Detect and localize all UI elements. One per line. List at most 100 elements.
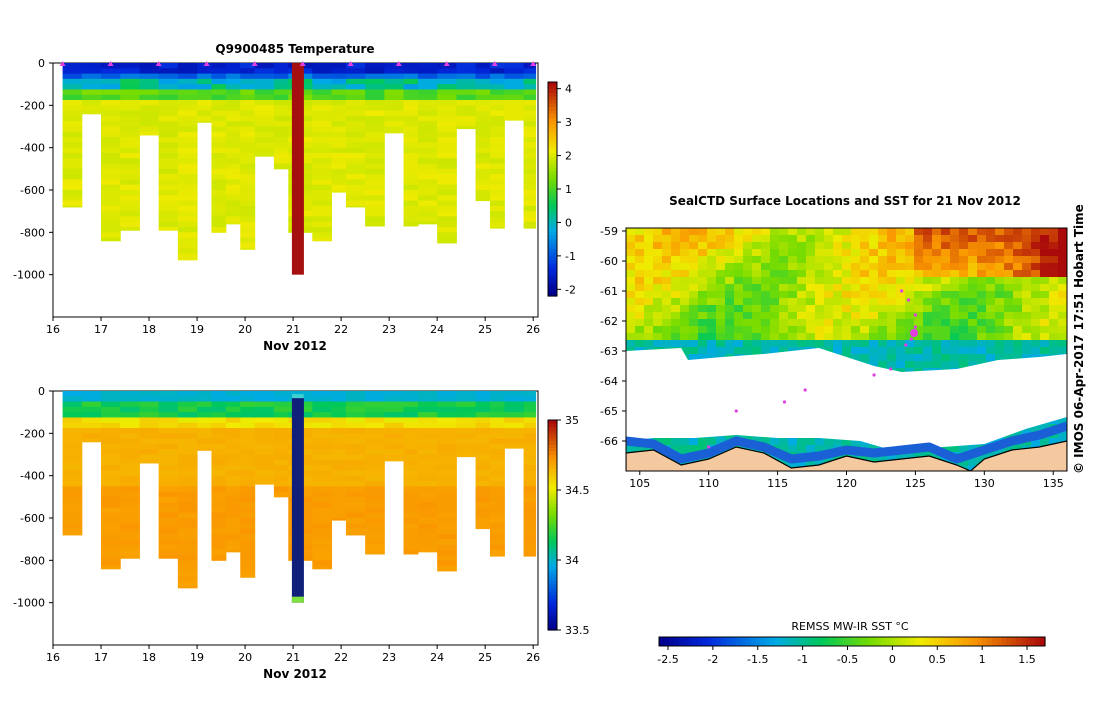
heatmap-cell — [240, 110, 256, 117]
heatmap-cell — [403, 417, 419, 424]
heatmap-cell — [240, 163, 256, 170]
heatmap-cell — [403, 163, 419, 170]
heatmap-cell — [475, 523, 491, 530]
heatmap-cell — [225, 438, 241, 445]
heatmap-cell — [489, 205, 505, 212]
heatmap-cell — [365, 205, 385, 212]
heatmap-cell — [273, 84, 289, 90]
heatmap-cell — [240, 518, 256, 524]
sst-cell — [941, 277, 951, 285]
heatmap-cell — [62, 428, 83, 434]
sst-cell — [779, 326, 789, 334]
sst-cell — [725, 228, 735, 236]
heatmap-cell — [177, 110, 198, 117]
x-tick-label: 16 — [46, 323, 60, 336]
heatmap-cell — [139, 105, 160, 112]
heatmap-cell — [345, 428, 366, 434]
sst-cell — [662, 242, 672, 250]
heatmap-cell — [211, 454, 227, 461]
sst-cell — [1004, 235, 1014, 243]
heatmap-cell — [120, 443, 140, 450]
sst-cell — [878, 284, 888, 292]
sst-cell — [752, 340, 762, 348]
heatmap-cell — [345, 158, 366, 165]
sst-cell — [806, 326, 816, 334]
sst-colorbar-swatch — [769, 637, 776, 646]
sst-cell — [1058, 263, 1067, 271]
heatmap-cell — [523, 406, 537, 413]
sst-cell — [932, 270, 942, 278]
sst-cell — [716, 242, 726, 250]
heatmap-cell — [365, 412, 385, 418]
heatmap-cell — [365, 184, 385, 191]
sst-cell — [869, 298, 879, 306]
heatmap-cell — [240, 237, 256, 244]
sst-cell — [887, 263, 897, 271]
heatmap-cell — [225, 459, 241, 466]
heatmap-cell — [101, 232, 121, 239]
heatmap-cell — [225, 100, 241, 106]
heatmap-cell — [197, 100, 212, 106]
colorbar-swatch — [548, 588, 557, 593]
sst-cell — [896, 347, 906, 355]
heatmap-cell — [312, 158, 333, 165]
sst-cell — [743, 319, 753, 327]
heatmap-cell — [475, 115, 491, 122]
sst-cell — [815, 438, 825, 446]
sst-cell — [662, 277, 672, 285]
sst-cell — [770, 242, 780, 250]
seal-track — [707, 289, 919, 449]
heatmap-cell — [523, 147, 537, 154]
heatmap-cell — [384, 401, 405, 408]
sst-cell — [1004, 326, 1014, 334]
heatmap-cell — [437, 518, 457, 524]
heatmap-cell — [254, 147, 275, 154]
sst-cell — [797, 326, 807, 334]
sst-cell — [689, 305, 699, 313]
heatmap-cell — [384, 126, 405, 133]
heatmap-cell — [273, 100, 289, 106]
heatmap-cell — [489, 168, 505, 175]
heatmap-cell — [240, 89, 256, 96]
sst-cell — [1040, 438, 1050, 446]
heatmap-cell — [120, 205, 140, 212]
sst-cell — [851, 263, 861, 271]
heatmap-cell — [403, 528, 419, 535]
heatmap-cell — [273, 412, 289, 418]
heatmap-cell — [240, 401, 256, 408]
sst-cell — [968, 361, 978, 369]
sst-cell — [932, 312, 942, 320]
heatmap-cell — [225, 491, 241, 498]
sst-cell — [752, 277, 762, 285]
sst-cell — [860, 284, 870, 292]
heatmap-cell — [101, 174, 121, 180]
sst-cell — [716, 263, 726, 271]
heatmap-cell — [240, 459, 256, 466]
sst-cell — [914, 256, 924, 264]
heatmap-cell — [331, 131, 347, 138]
heatmap-cell — [489, 539, 505, 545]
heatmap-cell — [437, 84, 457, 90]
heatmap-cell — [456, 449, 477, 455]
sst-cell — [806, 291, 816, 299]
heatmap-cell — [345, 528, 366, 535]
heatmap-cell — [403, 391, 419, 397]
heatmap-cell — [417, 518, 438, 524]
heatmap-cell — [211, 422, 227, 429]
sst-cell — [689, 347, 699, 355]
sst-cell — [662, 228, 672, 236]
sst-cell — [761, 249, 771, 257]
heatmap-cell — [437, 105, 457, 112]
heatmap-cell — [177, 78, 198, 85]
sst-cell — [1004, 340, 1014, 348]
heatmap-cell — [489, 523, 505, 530]
sst-colorbar-swatch — [967, 637, 974, 646]
sst-cell — [815, 305, 825, 313]
heatmap-cell — [365, 131, 385, 138]
sst-cell — [1031, 235, 1041, 243]
heatmap-cell — [240, 391, 256, 397]
sst-cell — [644, 263, 654, 271]
sst-cell — [770, 263, 780, 271]
y-tick-label: -1000 — [13, 269, 45, 282]
sst-cell — [698, 340, 708, 348]
